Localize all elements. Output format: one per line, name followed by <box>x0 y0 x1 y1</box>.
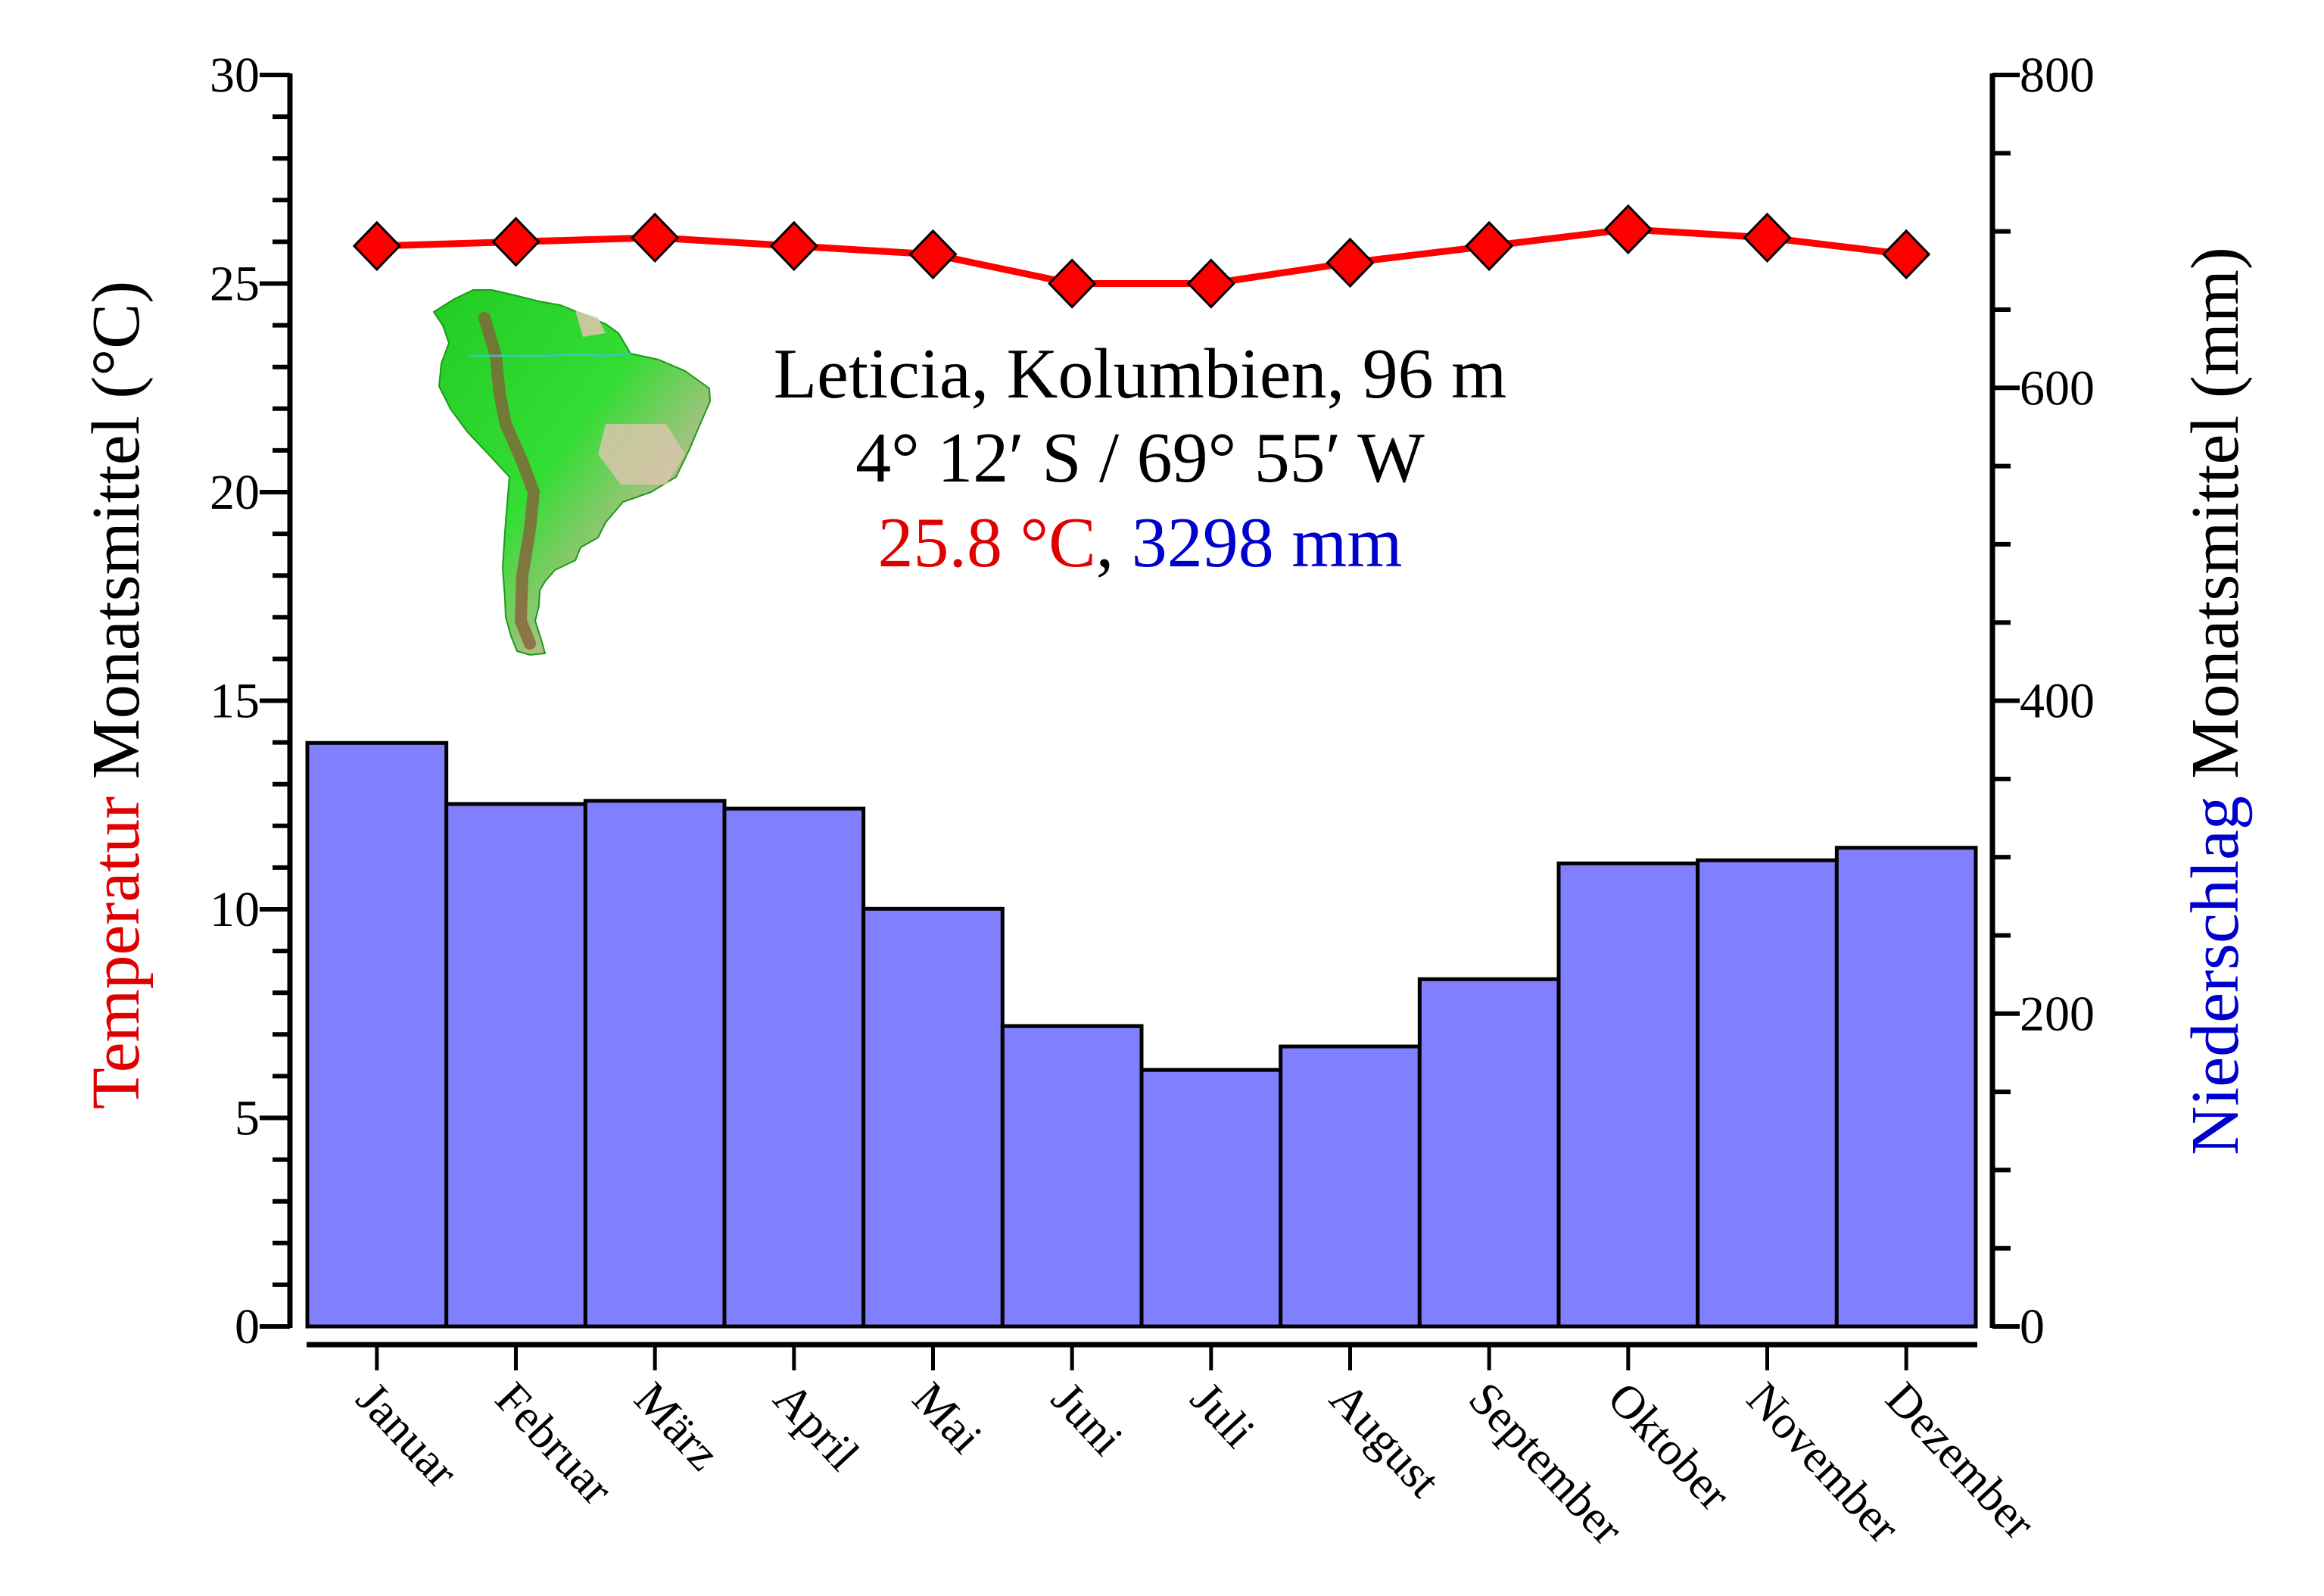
left-axis-tick-label: 5 <box>235 1091 260 1146</box>
month-label: Januar <box>347 1373 468 1498</box>
month-label: Juni <box>1042 1373 1132 1465</box>
right-axis-tick-label: 800 <box>2020 48 2095 103</box>
precipitation-bar <box>1000 1024 1144 1329</box>
right-axis-tick-label: 0 <box>2020 1299 2045 1354</box>
station-coordinates: 4° 12′ S / 69° 55′ W <box>855 419 1425 497</box>
temperature-marker <box>908 229 958 280</box>
right-axis-title-rest: Monatsmittel (mm) <box>2178 247 2253 796</box>
temperature-marker <box>631 212 680 263</box>
precipitation-bar <box>1556 861 1700 1329</box>
temperature-marker <box>352 220 401 272</box>
right-axis-tick-label: 600 <box>2020 360 2095 416</box>
temperature-marker <box>1465 220 1514 272</box>
summary-separator: , <box>1096 503 1132 582</box>
month-label: März <box>625 1373 730 1480</box>
annual-mean-temperature: 25.8 °C <box>877 503 1095 582</box>
precipitation-bar <box>583 799 727 1329</box>
month-label: Mai <box>902 1373 992 1463</box>
month-label: August <box>1319 1373 1450 1507</box>
precipitation-bar <box>861 906 1005 1329</box>
temperature-marker <box>1603 204 1653 255</box>
precipitation-bars <box>305 740 1978 1329</box>
left-y-axis: 0 5 10 15 20 25 30 <box>210 48 293 1354</box>
right-y-axis: 0 200 400 600 800 <box>1989 48 2095 1354</box>
left-axis-tick-label: 15 <box>210 674 260 729</box>
month-label: Februar <box>485 1373 622 1515</box>
precipitation-bar <box>722 806 866 1329</box>
temperature-marker <box>491 217 541 267</box>
temperature-series <box>352 204 1931 309</box>
precipitation-bar <box>1139 1068 1283 1329</box>
right-axis-title: Niederschlag Monatsmittel (mm) <box>2178 247 2253 1155</box>
precipitation-bar <box>305 740 449 1329</box>
month-label: Juli <box>1181 1373 1265 1457</box>
annual-precipitation: 3298 mm <box>1132 503 1403 582</box>
temperature-marker <box>1882 229 1931 280</box>
left-axis-tick-label: 30 <box>210 48 260 103</box>
precipitation-bar <box>1279 1044 1422 1329</box>
left-axis-tick-label: 25 <box>210 257 260 312</box>
temperature-marker <box>769 220 818 272</box>
station-summary: 25.8 °C, 3298 mm <box>877 503 1402 582</box>
right-axis-tick-label: 400 <box>2020 674 2095 729</box>
left-axis-title: Temperatur Monatsmittel (°C) <box>79 281 154 1109</box>
precipitation-bar <box>1834 846 1978 1329</box>
temperature-marker <box>1186 258 1235 309</box>
left-axis-tick-label: 10 <box>210 882 260 937</box>
temperature-marker <box>1048 258 1097 309</box>
left-axis-tick-label: 0 <box>235 1299 260 1354</box>
right-axis-tick-label: 200 <box>2020 987 2095 1042</box>
month-label: April <box>764 1373 869 1480</box>
precipitation-bar <box>1696 858 1839 1329</box>
x-axis: Januar Februar März April Mai Juni Juli August S… <box>307 1342 2045 1555</box>
right-axis-title-colored: Niederschlag <box>2178 796 2253 1155</box>
left-axis-tick-label: 20 <box>210 465 260 520</box>
month-label: Oktober <box>1598 1373 1741 1520</box>
left-axis-title-colored: Temperatur <box>79 796 154 1110</box>
precipitation-bar <box>1417 977 1561 1329</box>
south-america-map-icon <box>432 289 712 656</box>
temperature-marker <box>1743 212 1792 263</box>
precipitation-bar <box>444 802 587 1329</box>
left-axis-title-rest: Monatsmittel (°C) <box>79 281 154 796</box>
temperature-marker <box>1326 237 1375 288</box>
temperature-line <box>376 226 1907 287</box>
station-title: Leticia, Kolumbien, 96 m <box>774 335 1507 413</box>
